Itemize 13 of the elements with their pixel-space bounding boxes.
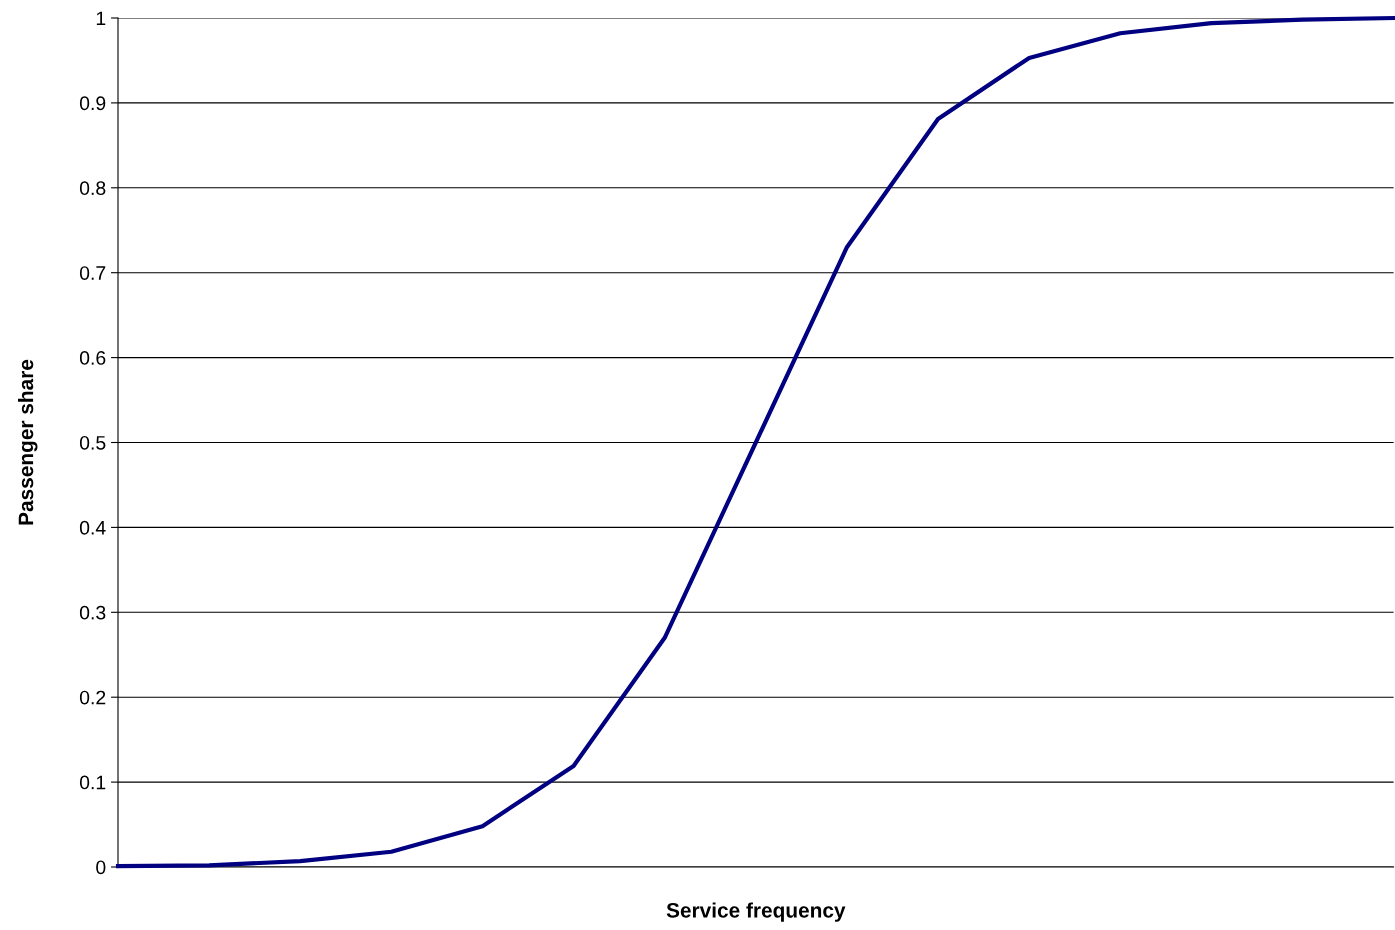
y-axis-title: Passenger share <box>17 359 38 525</box>
y-tick-label: 1 <box>96 11 106 26</box>
y-tick-label: 0.3 <box>79 605 106 620</box>
y-tick-label: 0 <box>96 860 106 875</box>
y-tick-label: 0.4 <box>79 520 106 535</box>
y-tick-label: 0.6 <box>79 351 106 365</box>
y-tick-label: 0.1 <box>79 775 106 790</box>
y-tick-label: 0.7 <box>79 266 106 280</box>
x-axis-title: Service frequency <box>666 902 846 922</box>
y-tick-label: 0.9 <box>79 96 106 111</box>
y-tick-label: 0.8 <box>79 181 106 196</box>
y-tick-label: 0.5 <box>79 435 106 450</box>
y-tick-label: 0.2 <box>79 690 106 705</box>
